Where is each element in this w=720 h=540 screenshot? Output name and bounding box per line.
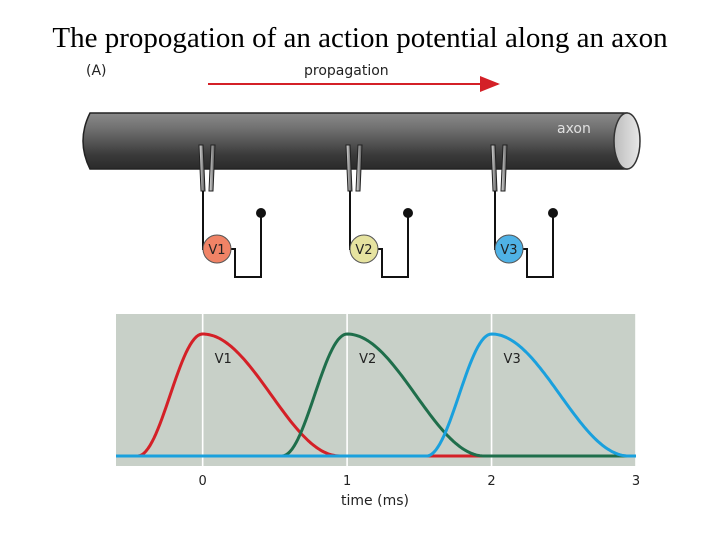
electrode-probe (345, 144, 353, 192)
voltmeter-label: V1 (208, 243, 225, 258)
voltmeter-1 (202, 234, 232, 264)
series-label: V1 (215, 352, 232, 367)
chart-series: V1 V2 V3 (116, 332, 636, 458)
chart-x-ticks: 0 1 2 3 (199, 474, 641, 489)
voltmeter-3 (494, 234, 524, 264)
axon-label: axon (557, 121, 591, 137)
propagation-label: propagation (304, 63, 389, 79)
figure-svg: (A) propagation axon V1 V2 V3 V1 V2 V3 0 1 2 3 … (82, 63, 641, 509)
ground-electrode-tip (256, 208, 266, 218)
electrode-3: V3 (490, 144, 558, 278)
series-label: V3 (504, 352, 521, 367)
chart-gridlines (201, 314, 637, 466)
voltmeter-label: V2 (355, 243, 372, 258)
panel-label: (A) (86, 63, 107, 79)
electrode-probe (198, 144, 206, 192)
x-tick-label: 3 (632, 474, 640, 489)
ground-wire (519, 215, 554, 278)
ground-electrode-tip (403, 208, 413, 218)
ground-electrode-tip (548, 208, 558, 218)
ground-wire (374, 215, 409, 278)
electrode-array: V1 V2 V3 (198, 144, 558, 278)
electrode-2: V2 (345, 144, 413, 278)
voltmeter-label: V3 (500, 243, 517, 258)
chart-x-axis-label: time (ms) (341, 493, 409, 509)
x-tick-label: 1 (343, 474, 351, 489)
electrode-1: V1 (198, 144, 266, 278)
ground-wire (227, 215, 262, 278)
slide-title: The propogation of an action potential a… (52, 22, 668, 54)
voltmeter-2 (349, 234, 379, 264)
recording-chart: V1 V2 V3 0 1 2 3 time (ms) (116, 314, 640, 509)
action-potential-figure: (A) propagation axon V1 V2 V3 V1 V2 V3 0 1 2 3 … (72, 59, 649, 512)
electrode-probe (355, 144, 363, 192)
electrode-probe (500, 144, 508, 192)
electrode-probe (208, 144, 216, 192)
series-line-v3 (116, 332, 636, 458)
series-label: V2 (359, 352, 376, 367)
x-tick-label: 0 (199, 474, 207, 489)
electrode-probe (490, 144, 498, 192)
x-tick-label: 2 (487, 474, 495, 489)
